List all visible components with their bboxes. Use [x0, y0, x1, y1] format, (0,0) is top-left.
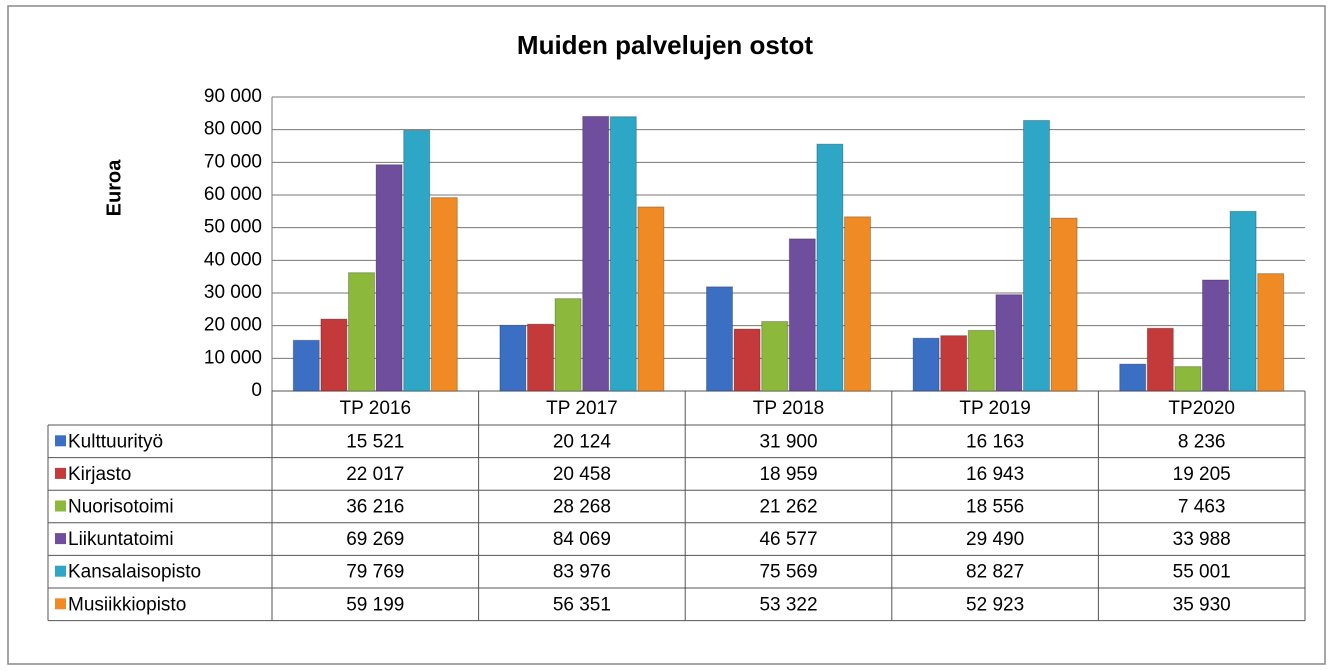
- table-cell: 69 269: [346, 529, 404, 550]
- x-tick-label: TP2020: [1168, 398, 1235, 419]
- bar: [403, 129, 431, 392]
- bar: [1023, 119, 1050, 392]
- bar: [1050, 217, 1078, 392]
- y-tick-label: 50 000: [204, 217, 262, 238]
- table-cell: 33 988: [1173, 529, 1231, 550]
- table-cell: 7 463: [1178, 497, 1226, 518]
- bar: [292, 339, 320, 392]
- bar: [320, 318, 348, 392]
- table-cell: 28 268: [553, 497, 611, 518]
- bar: [348, 272, 375, 392]
- table-cell: 18 959: [759, 464, 817, 485]
- bar: [1119, 363, 1147, 392]
- table-cell: 20 124: [553, 431, 612, 452]
- table-cell: 15 521: [346, 431, 404, 452]
- x-tick-label: TP 2018: [753, 398, 824, 419]
- legend-label: Kulttuurityö: [68, 431, 163, 452]
- table-cell: 29 490: [966, 529, 1024, 550]
- table-cell: 36 216: [346, 497, 404, 518]
- legend-key: [55, 500, 66, 512]
- legend-label: Musiikkiopisto: [68, 594, 186, 615]
- bar: [967, 329, 995, 392]
- table-cell: 83 976: [553, 562, 611, 583]
- bar: [816, 143, 844, 392]
- y-tick-label: 60 000: [204, 184, 262, 205]
- legend-label: Liikuntatoimi: [68, 529, 174, 550]
- table-cell: 35 930: [1173, 594, 1231, 615]
- legend-key: [55, 565, 66, 577]
- bar: [375, 164, 403, 392]
- table-cell: 20 458: [553, 464, 611, 485]
- table-cell: 8 236: [1178, 431, 1226, 452]
- y-tick-label: 0: [251, 380, 262, 401]
- x-tick-label: TP 2016: [340, 398, 411, 419]
- table-cell: 52 923: [966, 594, 1024, 615]
- bar: [527, 323, 554, 392]
- legend-key: [55, 435, 66, 447]
- y-tick-label: 30 000: [204, 282, 262, 303]
- table-cell: 16 943: [966, 464, 1024, 485]
- y-tick-label: 80 000: [204, 119, 262, 140]
- bar: [788, 238, 816, 392]
- legend-label: Nuorisotoimi: [68, 497, 174, 518]
- bar: [761, 321, 789, 392]
- legend-label: Kansalaisopisto: [68, 562, 201, 583]
- table-cell: 84 069: [553, 529, 611, 550]
- chart-border: [7, 5, 1326, 665]
- y-tick-label: 10 000: [204, 347, 262, 368]
- table-cell: 46 577: [759, 529, 817, 550]
- y-axis-title: Euroa: [103, 159, 125, 217]
- bar: [912, 337, 940, 392]
- table-cell: 18 556: [966, 497, 1024, 518]
- y-tick-label: 90 000: [204, 86, 262, 107]
- legend-key: [55, 598, 66, 610]
- table-cell: 79 769: [346, 562, 404, 583]
- table-cell: 55 001: [1173, 562, 1231, 583]
- bar: [1202, 279, 1229, 392]
- table-cell: 16 163: [966, 431, 1024, 452]
- table-cell: 56 351: [553, 594, 611, 615]
- table-cell: 22 017: [346, 464, 404, 485]
- bar: [995, 294, 1023, 392]
- bar: [940, 335, 968, 392]
- table-cell: 82 827: [966, 562, 1024, 583]
- bar: [706, 286, 733, 392]
- bar: [1146, 327, 1174, 392]
- table-cell: 75 569: [759, 562, 817, 583]
- bar: [499, 324, 527, 392]
- legend-key: [55, 467, 66, 479]
- bar: [844, 216, 871, 392]
- y-tick-label: 20 000: [204, 315, 262, 336]
- table-cell: 53 322: [759, 594, 817, 615]
- table-cell: 21 262: [759, 497, 817, 518]
- table-cell: 31 900: [759, 431, 817, 452]
- bar: [430, 197, 458, 392]
- table-cell: 19 205: [1173, 464, 1231, 485]
- chart-title: Muiden palvelujen ostot: [517, 30, 813, 60]
- bar: [1257, 273, 1285, 392]
- bar: [582, 115, 610, 392]
- legend-label: Kirjasto: [68, 464, 131, 485]
- bar: [733, 328, 761, 392]
- bar: [554, 298, 582, 392]
- y-tick-label: 70 000: [204, 151, 262, 172]
- x-tick-label: TP 2019: [959, 398, 1030, 419]
- bar: [1174, 366, 1202, 392]
- table-cell: 59 199: [346, 594, 404, 615]
- y-tick-label: 40 000: [204, 249, 262, 270]
- bar: [637, 206, 665, 392]
- bar: [609, 116, 637, 392]
- x-tick-label: TP 2017: [546, 398, 617, 419]
- bar: [1229, 210, 1257, 392]
- legend-key: [55, 533, 66, 545]
